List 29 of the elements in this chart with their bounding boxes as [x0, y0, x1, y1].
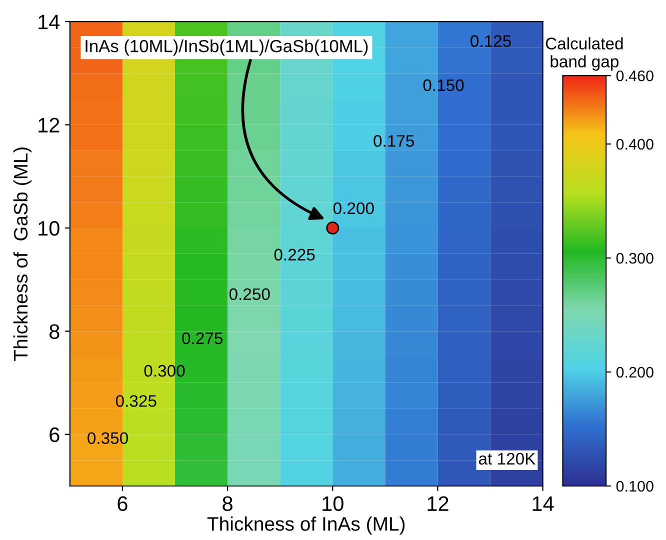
annotation: 0.350	[88, 432, 128, 444]
x-tick-label: 14	[532, 496, 554, 511]
y-axis-title: Thickness of GaSb (ML)	[13, 147, 32, 361]
color-bar-title: Calculated band gap	[546, 37, 623, 71]
annotation: 0.200	[333, 202, 374, 214]
annotation: InAs (10ML)/InSb(1ML)/GaSb(10ML)	[86, 40, 368, 56]
color-bar-label: 0.200	[616, 366, 654, 378]
y-tick-label: 6	[50, 427, 60, 442]
color-bar-label: 0.300	[616, 252, 654, 264]
x-tick-label: 12	[428, 496, 448, 511]
y-tick-label: 10	[38, 221, 60, 236]
annotation: 0.125	[470, 35, 511, 47]
annotation: 0.225	[274, 248, 315, 261]
annotation: 0.150	[423, 79, 464, 92]
x-axis-title: Thickness of InAs (ML)	[207, 516, 405, 535]
color-bar-label: 0.460	[616, 70, 654, 82]
y-tick-label: 12	[38, 118, 60, 132]
y-tick-label: 14	[38, 14, 60, 30]
annotation: 0.325	[116, 395, 156, 407]
annotation: at 120K	[478, 452, 536, 465]
x-tick-label: 6	[118, 496, 128, 512]
color-bar-label: 0.400	[616, 138, 654, 150]
color-bar-label: 0.100	[616, 480, 654, 492]
x-tick-label: 8	[222, 496, 232, 512]
y-tick-label: 8	[50, 324, 60, 339]
annotation: 0.175	[374, 135, 414, 147]
annotation: 0.250	[229, 288, 270, 300]
x-tick-label: 10	[322, 496, 344, 512]
annotation: 0.275	[182, 332, 222, 344]
